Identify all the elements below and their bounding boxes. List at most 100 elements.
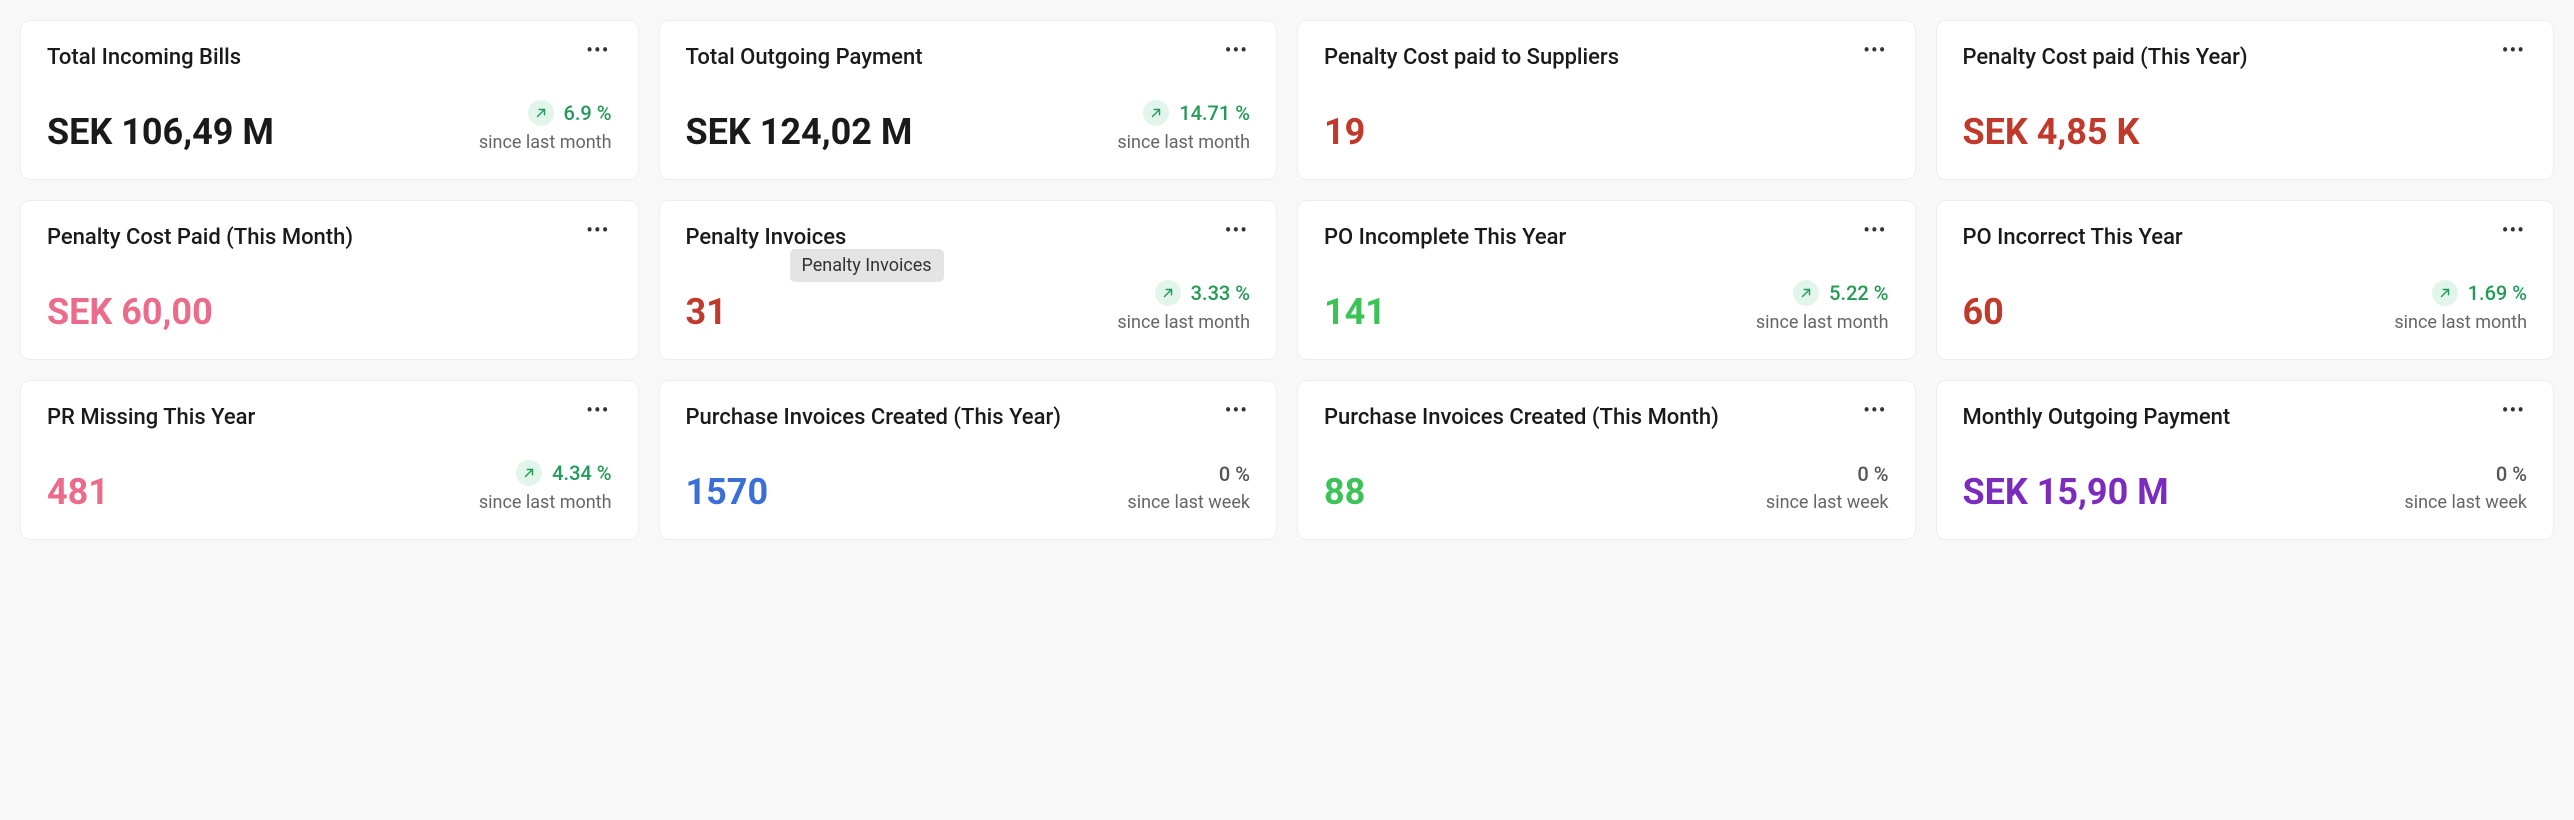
more-icon[interactable]: ••• bbox=[584, 405, 611, 415]
card-header: Penalty Cost paid (This Year) ••• bbox=[1963, 45, 2528, 70]
more-icon[interactable]: ••• bbox=[2500, 225, 2527, 235]
more-icon[interactable]: ••• bbox=[584, 45, 611, 55]
card-body: 88 0 % since last week bbox=[1324, 462, 1889, 513]
card-header: Monthly Outgoing Payment ••• bbox=[1963, 405, 2528, 430]
trend-top: 0 % bbox=[1857, 462, 1888, 486]
more-icon[interactable]: ••• bbox=[1223, 225, 1250, 235]
trend-label: since last week bbox=[2404, 492, 2527, 513]
card-value: 1570 bbox=[686, 473, 769, 513]
trend-percent: 5.22 % bbox=[1829, 281, 1888, 305]
card-header: Total Incoming Bills ••• bbox=[47, 45, 612, 70]
more-icon[interactable]: ••• bbox=[1861, 405, 1888, 415]
trend-label: since last month bbox=[1117, 312, 1250, 333]
trend-top: 4.34 % bbox=[516, 460, 611, 486]
card-title: PO Incorrect This Year bbox=[1963, 225, 2183, 250]
card-body: 313.33 %since last month bbox=[686, 280, 1251, 333]
metric-card[interactable]: PO Incomplete This Year••• 141 5.22 %since… bbox=[1297, 200, 1916, 360]
trend-block: 4.34 % since last month bbox=[479, 460, 612, 513]
card-body: SEK 15,90 M 0 % since last week bbox=[1963, 462, 2528, 513]
card-body: 60 1.69 % since last month bbox=[1963, 280, 2528, 333]
tooltip: Penalty Invoices bbox=[790, 249, 944, 282]
trend-block: 1.69 % since last month bbox=[2394, 280, 2527, 333]
card-value: 19 bbox=[1324, 113, 1365, 153]
metric-card[interactable]: Total Incoming Bills ••• SEK 106,49 M 6.9 %… bbox=[20, 20, 639, 180]
more-icon[interactable]: ••• bbox=[2500, 405, 2527, 415]
card-value: SEK 15,90 M bbox=[1963, 473, 2169, 513]
more-icon[interactable]: ••• bbox=[1861, 225, 1888, 235]
trend-percent: 6.9 % bbox=[564, 101, 612, 125]
trend-percent: 1.69 % bbox=[2468, 281, 2527, 305]
arrow-up-right-icon bbox=[1155, 280, 1181, 306]
trend-block: 5.22 %since last month bbox=[1756, 280, 1889, 333]
card-value: SEK 106,49 M bbox=[47, 113, 274, 153]
card-title: Penalty Invoices bbox=[686, 225, 847, 250]
card-header: Purchase Invoices Created (This Month) ••… bbox=[1324, 405, 1889, 430]
trend-label: since last month bbox=[2394, 312, 2527, 333]
dashboard-grid: Total Incoming Bills ••• SEK 106,49 M 6.9 %… bbox=[20, 20, 2554, 540]
card-value: 88 bbox=[1324, 473, 1365, 513]
metric-card[interactable]: Purchase Invoices Created (This Month) ••… bbox=[1297, 380, 1916, 540]
metric-card[interactable]: Monthly Outgoing Payment ••• SEK 15,90 M 0 … bbox=[1936, 380, 2555, 540]
trend-top: 3.33 % bbox=[1155, 280, 1250, 306]
card-body: SEK 124,02 M 14.71 % since last month bbox=[686, 100, 1251, 153]
metric-card[interactable]: Penalty Cost paid to Suppliers ••• 19 bbox=[1297, 20, 1916, 180]
card-body: 141 5.22 %since last month bbox=[1324, 280, 1889, 333]
trend-block: 0 % since last week bbox=[2404, 462, 2527, 513]
card-header: PO Incorrect This Year ••• bbox=[1963, 225, 2528, 250]
card-value: 481 bbox=[47, 473, 109, 513]
card-header: Purchase Invoices Created (This Year)••• bbox=[686, 405, 1251, 430]
card-body: SEK 106,49 M 6.9 %since last month bbox=[47, 100, 612, 153]
more-icon[interactable]: ••• bbox=[2500, 45, 2527, 55]
arrow-up-right-icon bbox=[528, 100, 554, 126]
card-header: Penalty Cost Paid (This Month) ••• bbox=[47, 225, 612, 250]
trend-label: since last week bbox=[1766, 492, 1889, 513]
card-title: Penalty Cost paid (This Year) bbox=[1963, 45, 2248, 70]
trend-percent: 3.33 % bbox=[1191, 281, 1250, 305]
trend-percent: 0 % bbox=[1219, 462, 1250, 486]
trend-label: since last month bbox=[479, 492, 612, 513]
card-title: Total Outgoing Payment bbox=[686, 45, 923, 70]
trend-percent: 4.34 % bbox=[552, 461, 611, 485]
trend-block: 3.33 % since last month bbox=[1117, 280, 1250, 333]
metric-card[interactable]: PR Missing This Year ••• 481 4.34 % since la… bbox=[20, 380, 639, 540]
metric-card[interactable]: PO Incorrect This Year ••• 60 1.69 % since l… bbox=[1936, 200, 2555, 360]
card-value: SEK 4,85 K bbox=[1963, 113, 2140, 153]
card-title: PR Missing This Year bbox=[47, 405, 255, 430]
trend-top: 14.71 % bbox=[1143, 100, 1250, 126]
trend-label: since last week bbox=[1127, 492, 1250, 513]
more-icon[interactable]: ••• bbox=[1223, 45, 1250, 55]
card-body: 19 bbox=[1324, 113, 1889, 153]
trend-top: 0 % bbox=[2496, 462, 2527, 486]
card-value: 141 bbox=[1324, 293, 1386, 333]
card-value: 60 bbox=[1963, 293, 2004, 333]
card-body: SEK 60,00 bbox=[47, 293, 612, 333]
metric-card[interactable]: Penalty Cost paid (This Year) ••• SEK 4,85… bbox=[1936, 20, 2555, 180]
card-header: Penalty Cost paid to Suppliers ••• bbox=[1324, 45, 1889, 70]
card-title: Penalty Cost Paid (This Month) bbox=[47, 225, 353, 250]
trend-top: 1.69 % bbox=[2432, 280, 2527, 306]
trend-block: 6.9 %since last month bbox=[479, 100, 612, 153]
card-header: Penalty Invoices ••• bbox=[686, 225, 1251, 250]
trend-block: 0 % since last week bbox=[1127, 462, 1250, 513]
card-title: Total Incoming Bills bbox=[47, 45, 241, 70]
card-title: Purchase Invoices Created (This Month) bbox=[1324, 405, 1719, 430]
card-value: SEK 124,02 M bbox=[686, 113, 913, 153]
more-icon[interactable]: ••• bbox=[1861, 45, 1888, 55]
card-header: PR Missing This Year ••• bbox=[47, 405, 612, 430]
card-header: PO Incomplete This Year••• bbox=[1324, 225, 1889, 250]
more-icon[interactable]: ••• bbox=[1223, 405, 1250, 415]
card-title: Penalty Cost paid to Suppliers bbox=[1324, 45, 1619, 70]
trend-label: since last month bbox=[1117, 132, 1250, 153]
card-body: 1570 0 % since last week bbox=[686, 462, 1251, 513]
card-title: Monthly Outgoing Payment bbox=[1963, 405, 2231, 430]
more-icon[interactable]: ••• bbox=[584, 225, 611, 235]
trend-percent: 14.71 % bbox=[1179, 101, 1250, 125]
trend-percent: 0 % bbox=[2496, 462, 2527, 486]
metric-card[interactable]: Total Outgoing Payment ••• SEK 124,02 M 14.… bbox=[659, 20, 1278, 180]
trend-top: 6.9 % bbox=[528, 100, 612, 126]
metric-card[interactable]: Purchase Invoices Created (This Year)•••… bbox=[659, 380, 1278, 540]
metric-card[interactable]: Penalty Invoices•••313.33 %since last mo… bbox=[659, 200, 1278, 360]
card-header: Total Outgoing Payment ••• bbox=[686, 45, 1251, 70]
trend-top: 5.22 % bbox=[1793, 280, 1888, 306]
metric-card[interactable]: Penalty Cost Paid (This Month) ••• SEK 60,… bbox=[20, 200, 639, 360]
